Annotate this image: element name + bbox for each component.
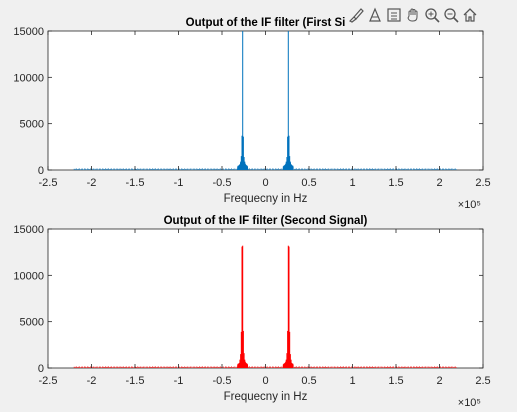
chart1-xtick-label: 2.5 <box>475 177 490 189</box>
chart1-xtick-label: -1 <box>174 177 184 189</box>
chart2-ytick-label: 10000 <box>13 270 44 282</box>
chart2-xtick-label: -1.5 <box>126 375 145 387</box>
chart2-x-exponent: ×10⁵ <box>458 397 481 409</box>
chart2-xtick-label: -2 <box>87 375 97 387</box>
chart1-ytick-label: 15000 <box>13 26 44 38</box>
brush-icon[interactable] <box>347 6 365 24</box>
home-icon[interactable] <box>461 6 479 24</box>
chart2-plot-area <box>47 228 484 369</box>
chart2-xtick-label: 0.5 <box>301 375 316 387</box>
chart1-xtick-label: -1.5 <box>126 177 145 189</box>
chart2-ytick-label: 0 <box>38 363 44 375</box>
chart1-xlabel: Frequecny in Hz <box>224 193 308 205</box>
axes-toolbar <box>347 6 479 24</box>
zoom-out-icon[interactable] <box>442 6 460 24</box>
chart1-xtick-label: 1.5 <box>388 177 403 189</box>
chart2-xtick-label: 1 <box>349 375 355 387</box>
chart1-plot-area <box>47 30 484 171</box>
chart2-ytick-label: 15000 <box>13 224 44 236</box>
chart2-xlabel: Frequecny in Hz <box>224 391 308 403</box>
chart1-ytick-label: 0 <box>38 165 44 177</box>
legend-icon[interactable] <box>385 6 403 24</box>
chart1-ytick-label: 5000 <box>20 119 44 131</box>
chart2-xtick-label: -0.5 <box>213 375 232 387</box>
datatip-icon[interactable] <box>366 6 384 24</box>
chart1-title: Output of the IF filter (First Si <box>186 17 346 29</box>
chart1-ytick-label: 10000 <box>13 72 44 84</box>
chart1-xtick-label: -2.5 <box>39 177 58 189</box>
chart1-xtick-label: 0 <box>262 177 268 189</box>
chart1-xtick-label: -2 <box>87 177 97 189</box>
chart2-ytick-label: 5000 <box>20 317 44 329</box>
chart2-xtick-label: -2.5 <box>39 375 58 387</box>
chart2-xtick-label: 0 <box>262 375 268 387</box>
chart1-xtick-label: -0.5 <box>213 177 232 189</box>
chart1-xtick-label: 0.5 <box>301 177 316 189</box>
zoom-in-icon[interactable] <box>423 6 441 24</box>
chart1-x-exponent: ×10⁵ <box>458 199 481 211</box>
chart2-xtick-label: -1 <box>174 375 184 387</box>
chart1-xtick-label: 1 <box>349 177 355 189</box>
pan-icon[interactable] <box>404 6 422 24</box>
chart1-xtick-label: 2 <box>436 177 442 189</box>
chart2-xtick-label: 1.5 <box>388 375 403 387</box>
chart2-xtick-label: 2 <box>436 375 442 387</box>
chart2-title: Output of the IF filter (Second Signal) <box>164 215 368 227</box>
chart2-xtick-label: 2.5 <box>475 375 490 387</box>
